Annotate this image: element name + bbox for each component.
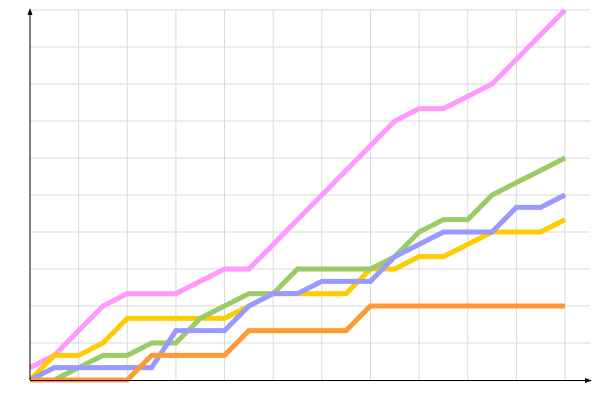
y-axis-arrow [27,8,33,15]
series-line-4 [28,192,567,383]
series-lines [28,8,567,383]
x-axis-arrow [585,378,592,383]
series-line-1 [28,8,567,370]
axes [27,8,592,383]
series-line-3 [30,155,567,383]
grid [30,9,590,380]
